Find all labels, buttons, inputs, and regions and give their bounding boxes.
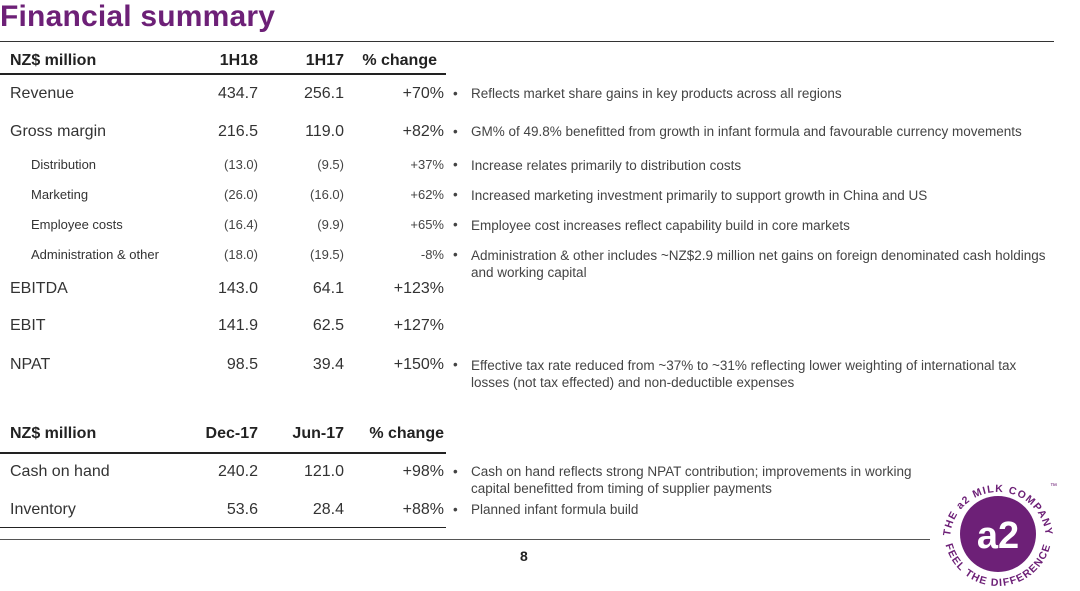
bullet-icon: •: [453, 357, 458, 372]
row-value-1h17: 62.5: [312, 317, 344, 334]
row-value-1h18: (18.0): [224, 247, 258, 262]
table1-header-label: NZ$ million: [10, 52, 97, 69]
logo-trademark: ™: [1050, 483, 1057, 490]
row-value-1h17: (9.5): [317, 157, 344, 172]
row-value-1h18: 143.0: [217, 280, 258, 297]
table-row: Marketing (26.0) (16.0) +62% • Increased…: [0, 183, 1080, 207]
row-label: Administration & other: [31, 247, 159, 262]
row-comment: Increased marketing investment primarily…: [471, 188, 928, 203]
row-change: +37%: [410, 157, 444, 172]
row-value-jun17: 121.0: [303, 463, 344, 480]
row-label: Marketing: [31, 187, 89, 202]
bullet-icon: •: [453, 247, 458, 262]
table-row: Employee costs (16.4) (9.9) +65% • Emplo…: [0, 213, 1080, 237]
row-label: EBIT: [10, 317, 46, 334]
row-label: Inventory: [10, 501, 76, 518]
row-value-1h18: 434.7: [217, 85, 258, 102]
page-number: 8: [520, 548, 528, 564]
table-row: Administration & other (18.0) (19.5) -8%…: [0, 243, 1080, 283]
row-value-1h17: 119.0: [305, 123, 344, 140]
row-value-1h17: 256.1: [303, 85, 344, 102]
table-row: Cash on hand 240.2 121.0 +98% • Cash on …: [0, 460, 1080, 500]
row-value-dec17: 240.2: [217, 463, 258, 480]
bullet-icon: •: [453, 124, 458, 139]
table-row: Revenue 434.7 256.1 +70% • Reflects mark…: [0, 82, 1080, 106]
row-comment: Effective tax rate reduced from ~37% to …: [471, 358, 1017, 390]
row-value-1h18: (26.0): [224, 187, 258, 202]
bullet-icon: •: [453, 217, 458, 232]
row-value-dec17: 53.6: [226, 501, 258, 518]
row-value-1h18: (13.0): [224, 157, 258, 172]
bullet-icon: •: [453, 502, 458, 517]
table1-header-change: % change: [362, 52, 437, 69]
table1-header-rule: [0, 73, 446, 75]
row-value-1h17: 64.1: [312, 280, 344, 297]
row-label: Employee costs: [31, 217, 123, 232]
row-value-1h18: 216.5: [217, 123, 258, 140]
row-value-1h17: 39.4: [312, 356, 344, 373]
row-value-1h17: (16.0): [310, 187, 344, 202]
table1-header: NZ$ million 1H18 1H17 % change: [0, 49, 450, 73]
bullet-icon: •: [453, 86, 458, 101]
row-value-1h18: (16.4): [224, 217, 258, 232]
bullet-icon: •: [453, 464, 458, 479]
table2-header-col1: Dec-17: [205, 425, 258, 442]
row-comment: Cash on hand reflects strong NPAT contri…: [471, 464, 912, 496]
logo-mark: a2: [977, 515, 1019, 557]
table-row: Gross margin 216.5 119.0 +82% • GM% of 4…: [0, 120, 1080, 144]
table-row: Distribution (13.0) (9.5) +37% • Increas…: [0, 153, 1080, 177]
row-change: +70%: [402, 85, 444, 102]
row-label: Revenue: [10, 85, 75, 102]
table2-header-change: % change: [369, 425, 444, 442]
bullet-icon: •: [453, 157, 458, 172]
row-change: +82%: [402, 123, 444, 140]
table2-header: NZ$ million Dec-17 Jun-17 % change: [0, 422, 460, 446]
row-comment: GM% of 49.8% benefitted from growth in i…: [471, 124, 1022, 139]
table2-header-col2: Jun-17: [292, 425, 344, 442]
page-title: Financial summary: [0, 0, 276, 33]
bullet-icon: •: [453, 187, 458, 202]
table-row: Inventory 53.6 28.4 +88% • Planned infan…: [0, 498, 1080, 522]
row-value-1h18: 98.5: [226, 356, 258, 373]
row-change: +65%: [410, 217, 444, 232]
row-change: +62%: [410, 187, 444, 202]
row-comment: Administration & other includes ~NZ$2.9 …: [471, 248, 1046, 280]
row-change: +127%: [393, 317, 444, 334]
row-label: Cash on hand: [10, 463, 110, 480]
row-value-jun17: 28.4: [312, 501, 344, 518]
row-label: Distribution: [31, 157, 97, 172]
row-value-1h17: (19.5): [310, 247, 344, 262]
table2-header-rule: [0, 452, 446, 454]
footer-divider: [0, 539, 930, 540]
row-comment: Increase relates primarily to distributi…: [471, 158, 742, 173]
table1-header-col2: 1H17: [305, 52, 344, 69]
table-row: NPAT 98.5 39.4 +150% • Effective tax rat…: [0, 353, 1080, 393]
table-row: EBITDA 143.0 64.1 +123%: [0, 277, 460, 301]
table2-header-label: NZ$ million: [10, 425, 97, 442]
logo-disc: [960, 496, 1036, 572]
row-comment: Planned infant formula build: [471, 502, 639, 517]
table1-header-col1: 1H18: [219, 52, 258, 69]
row-change: +123%: [393, 280, 444, 297]
row-label: EBITDA: [10, 280, 68, 297]
row-label: Gross margin: [10, 123, 107, 140]
table-row: EBIT 141.9 62.5 +127%: [0, 314, 460, 338]
row-change: +98%: [402, 463, 444, 480]
row-change: +150%: [393, 356, 444, 373]
row-value-1h18: 141.9: [217, 317, 258, 334]
title-divider: [0, 41, 1054, 42]
row-comment: Reflects market share gains in key produ…: [471, 86, 842, 101]
row-comment: Employee cost increases reflect capabili…: [471, 218, 850, 233]
row-label: NPAT: [10, 356, 51, 373]
table2-bottom-rule: [0, 527, 446, 528]
a2-logo: a2 THE a2 MILK COMPANY FEEL THE DIFFEREN…: [941, 483, 1057, 588]
row-change: +88%: [402, 501, 444, 518]
row-change: -8%: [420, 247, 444, 262]
row-value-1h17: (9.9): [317, 217, 344, 232]
